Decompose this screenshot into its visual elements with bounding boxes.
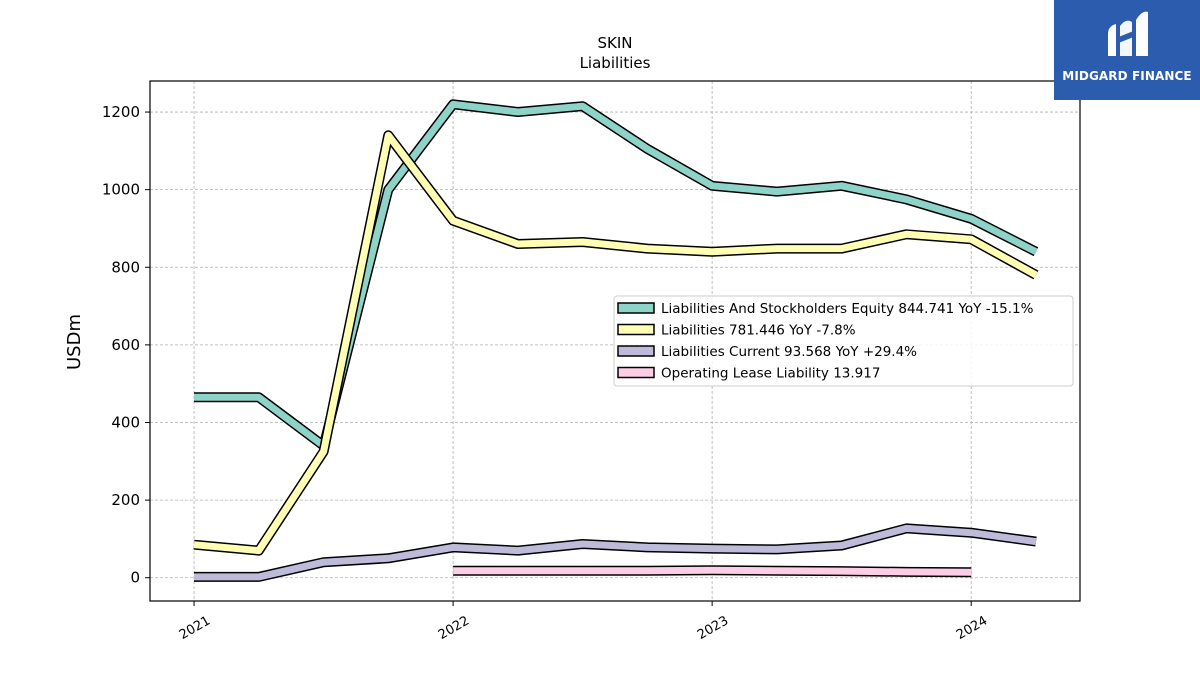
series-line-3 [453,566,972,576]
y-tick-label: 0 [130,569,140,587]
y-axis-label: USDm [64,314,85,370]
x-tick-label: 2024 [954,613,990,643]
legend-label: Liabilities 781.446 YoY -7.8% [661,323,856,339]
chart-subtitle: Liabilities [580,54,651,72]
x-tick-label: 2022 [436,613,472,643]
series-line-0 [194,100,1038,450]
y-tick-label: 600 [111,336,140,354]
legend-swatch [617,366,655,379]
y-tick-label: 800 [111,258,140,276]
legend-label: Liabilities And Stockholders Equity 844.… [661,301,1034,317]
series-line-1 [193,131,1038,555]
y-tick-label: 1000 [102,181,140,199]
midgard-logo-icon [1108,11,1148,57]
legend-label: Liabilities Current 93.568 YoY +29.4% [661,344,917,360]
legend-label: Operating Lease Liability 13.917 [661,366,880,382]
series-outline-0 [194,99,1039,451]
legend-box [613,295,1074,387]
y-axis-ticks: 0 200 400 600 800 1000 1200 [102,103,150,587]
series-line-2 [194,524,1037,581]
brand-logo: MIDGARD FINANCE [1054,0,1200,100]
y-tick-label: 1200 [102,103,140,121]
x-tick-label: 2023 [695,613,731,643]
legend-swatch [617,323,655,336]
legend: Liabilities And Stockholders Equity 844.… [613,295,1074,387]
legend-swatch [617,302,655,314]
plot-frame [149,80,1081,602]
grid [150,81,1080,601]
x-tick-label: 2021 [177,613,213,643]
logo-text: MIDGARD FINANCE [1062,69,1192,83]
series-lines [193,99,1039,582]
y-tick-label: 200 [111,491,140,509]
legend-swatch [617,345,655,357]
y-tick-label: 400 [111,413,140,431]
chart-title: SKIN [597,34,632,52]
x-axis-ticks: 2021 2022 2023 2024 [177,601,990,643]
